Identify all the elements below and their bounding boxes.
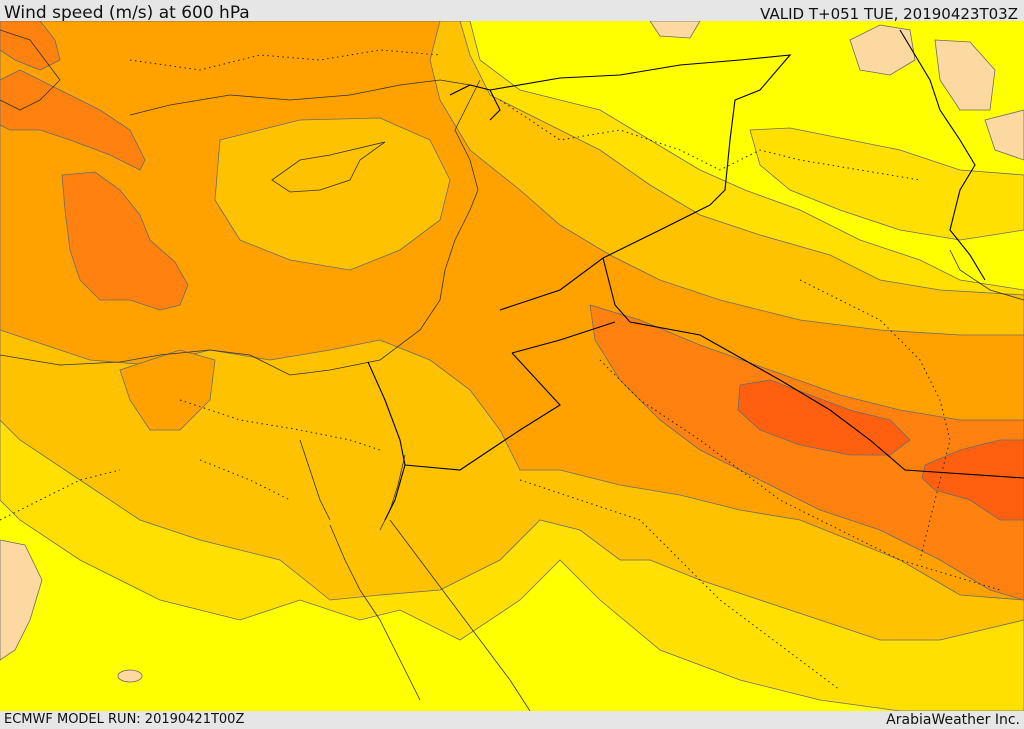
lowest-level-south bbox=[117, 669, 143, 683]
wind-speed-map[interactable] bbox=[0, 21, 1024, 711]
admin-lines-7 bbox=[0, 469, 121, 521]
level-5-west-blob bbox=[61, 171, 189, 311]
level-5-east-jet bbox=[589, 304, 1024, 601]
coastline-turkey bbox=[129, 79, 471, 116]
level-5-nw-blob bbox=[0, 69, 146, 171]
level-6-core bbox=[737, 379, 911, 456]
coastline-red-sea bbox=[329, 524, 421, 701]
lowest-level-east-edge bbox=[984, 109, 1024, 161]
coastline-aegean bbox=[0, 29, 61, 111]
border-syria-iraq bbox=[489, 54, 792, 206]
map-title: Wind speed (m/s) at 600 hPa bbox=[4, 3, 250, 23]
admin-lines-6 bbox=[799, 279, 951, 561]
level-6-east-core bbox=[921, 439, 1024, 521]
level-2-island-ne bbox=[749, 127, 1024, 241]
admin-lines-1 bbox=[499, 99, 921, 181]
border-turkey-syria bbox=[449, 84, 501, 121]
border-iran bbox=[899, 29, 986, 281]
lowest-level-west bbox=[0, 539, 43, 661]
admin-lines-2 bbox=[599, 359, 1001, 591]
border-jordan-saudi bbox=[404, 321, 616, 471]
border-iraq-saudi bbox=[499, 257, 1024, 479]
level-4-sinai-lobe bbox=[119, 349, 216, 431]
lowest-level-ne bbox=[849, 24, 916, 76]
coastline-gulf-of-suez bbox=[299, 439, 331, 521]
coastline-mediterranean bbox=[0, 79, 481, 376]
coastline-cyprus bbox=[271, 141, 386, 193]
admin-lines-3 bbox=[519, 479, 841, 691]
admin-lines-4 bbox=[179, 399, 381, 501]
coastline-persian-gulf bbox=[949, 249, 1024, 301]
model-run-label: ECMWF MODEL RUN: 20190421T00Z bbox=[4, 712, 245, 727]
coastline-red-sea-east bbox=[389, 519, 531, 711]
border-jordan-iraq bbox=[602, 204, 711, 259]
valid-time: VALID T+051 TUE, 20190423T03Z bbox=[760, 5, 1018, 23]
level-3-pocket bbox=[214, 117, 451, 271]
lowest-level-north bbox=[649, 21, 701, 39]
credit-label: ArabiaWeather Inc. bbox=[886, 712, 1020, 728]
border-egypt-israel bbox=[367, 361, 406, 521]
lowest-level-ne2 bbox=[934, 39, 996, 111]
level-5-nw-corner bbox=[0, 21, 61, 71]
